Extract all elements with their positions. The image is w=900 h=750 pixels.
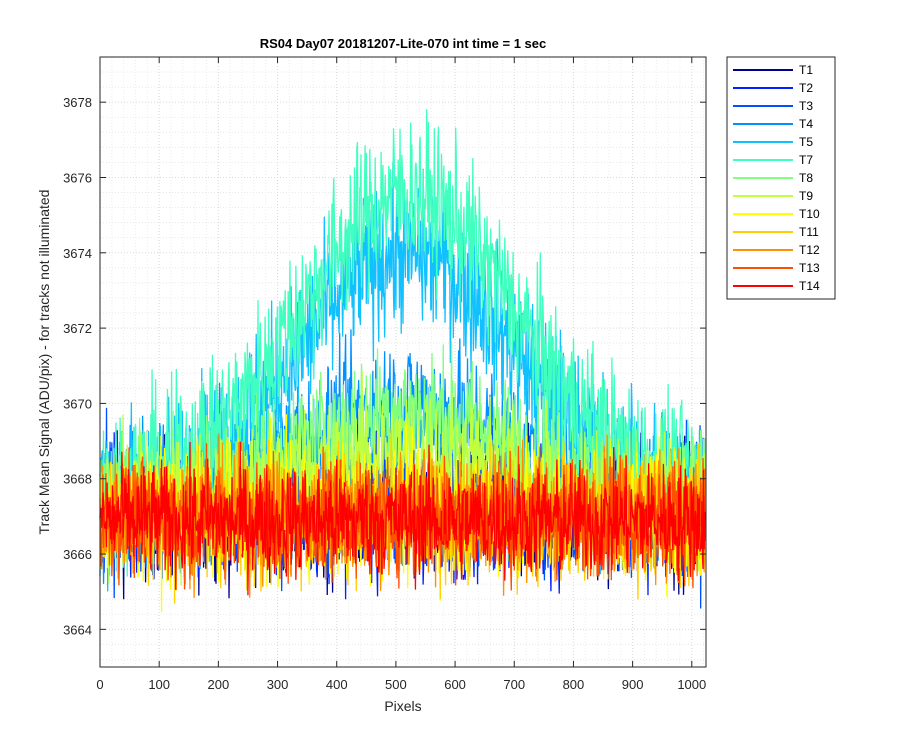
legend-label-t1: T1	[799, 63, 813, 77]
series-lines	[99, 109, 707, 613]
x-tick-label: 900	[622, 677, 644, 692]
chart-title: RS04 Day07 20181207-Lite-070 int time = …	[260, 36, 547, 51]
y-tick-label: 3666	[63, 547, 92, 562]
legend-label-t10: T10	[799, 207, 820, 221]
x-axis-label: Pixels	[384, 698, 421, 714]
x-tick-label: 700	[503, 677, 525, 692]
y-tick-label: 3676	[63, 170, 92, 185]
legend-label-t12: T12	[799, 243, 820, 257]
y-tick-label: 3672	[63, 321, 92, 336]
x-tick-label: 100	[148, 677, 170, 692]
y-tick-label: 3668	[63, 472, 92, 487]
y-tick-label: 3678	[63, 95, 92, 110]
legend-label-t8: T8	[799, 171, 813, 185]
x-tick-label: 800	[563, 677, 585, 692]
legend-label-t14: T14	[799, 279, 820, 293]
grid	[99, 57, 706, 667]
legend: T1 T2 T3 T4 T5 T7 T8 T9 T10 T11 T12 T13 T14	[726, 56, 836, 300]
x-tick-label: 1000	[677, 677, 706, 692]
x-tick-label: 300	[267, 677, 289, 692]
legend-label-t4: T4	[799, 117, 813, 131]
plot-area-border	[99, 56, 707, 668]
y-tick-label: 3664	[63, 622, 92, 637]
x-tick-label: 400	[326, 677, 348, 692]
x-tick-label: 600	[444, 677, 466, 692]
legend-label-t11: T11	[799, 225, 819, 239]
x-tick-label: 500	[385, 677, 407, 692]
y-tick-label: 3670	[63, 396, 92, 411]
legend-label-t5: T5	[799, 135, 813, 149]
y-axis-label: Track Mean Signal (ADU/pix) - for tracks…	[36, 190, 52, 535]
legend-label-t9: T9	[799, 189, 813, 203]
y-tick-label: 3674	[63, 246, 92, 261]
legend-label-t13: T13	[799, 261, 820, 275]
x-tick-label: 200	[208, 677, 230, 692]
legend-label-t7: T7	[799, 153, 813, 167]
ticks: 0 100 200 300 400 500 600 700 800 900 1000 3664 3666…	[63, 57, 706, 692]
x-tick-label: 0	[96, 677, 103, 692]
legend-label-t3: T3	[799, 99, 813, 113]
legend-label-t2: T2	[799, 81, 813, 95]
series-line-t7	[99, 109, 707, 577]
series-line-t14	[99, 441, 707, 596]
